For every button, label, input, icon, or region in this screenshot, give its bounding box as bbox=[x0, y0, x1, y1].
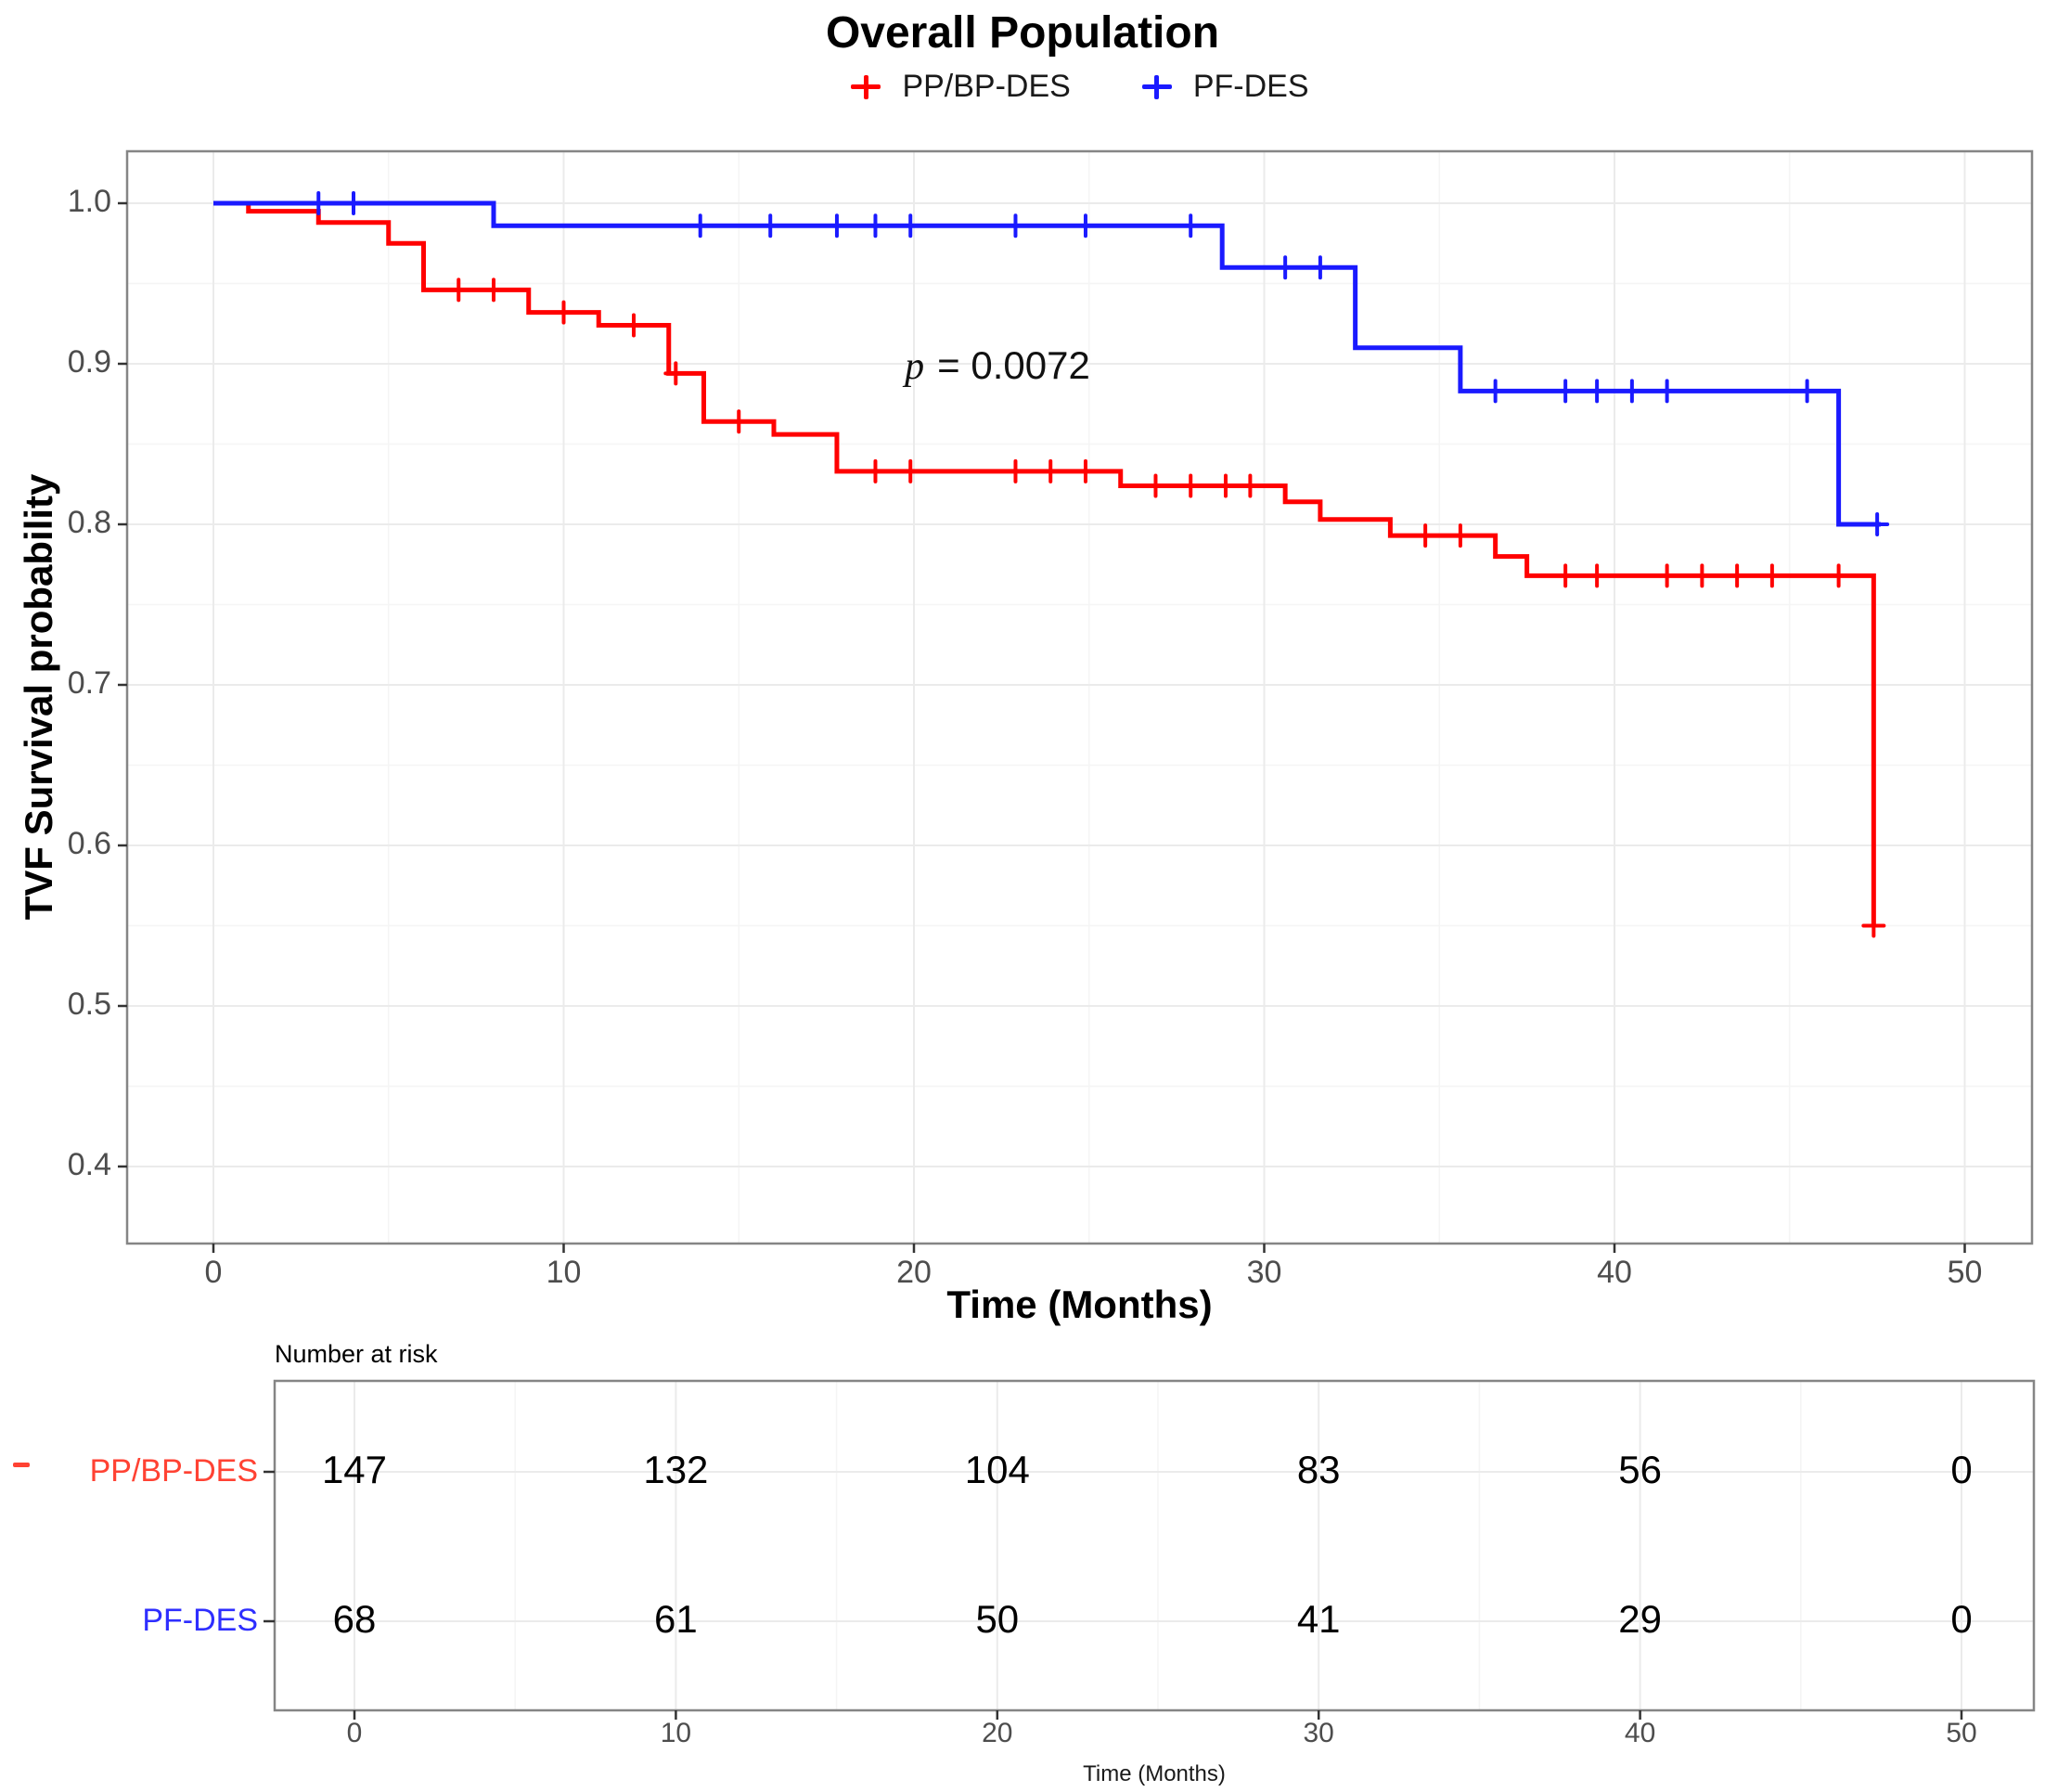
x-tick-label: 20 bbox=[896, 1255, 932, 1290]
risk-count: 132 bbox=[643, 1448, 709, 1491]
plus-marker-icon bbox=[1141, 71, 1173, 103]
y-tick-label: 0.7 bbox=[67, 665, 111, 701]
legend-item-pf-des: PF-DES bbox=[1141, 69, 1309, 105]
risk-count: 29 bbox=[1618, 1597, 1662, 1641]
risk-count: 41 bbox=[1296, 1597, 1341, 1641]
y-tick-label: 0.6 bbox=[67, 826, 111, 861]
page-title: Overall Population bbox=[825, 8, 1220, 58]
risk-x-tick-label: 10 bbox=[660, 1718, 692, 1748]
risk-count: 83 bbox=[1296, 1448, 1341, 1491]
risk-count: 104 bbox=[964, 1448, 1030, 1491]
risk-count: 147 bbox=[321, 1448, 388, 1491]
x-tick-label: 30 bbox=[1246, 1255, 1282, 1290]
risk-count: 50 bbox=[975, 1597, 1020, 1641]
risk-x-tick-label: 40 bbox=[1624, 1718, 1656, 1748]
risk-row-label-ppbp-des: PP/BP-DES bbox=[89, 1453, 258, 1489]
p-symbol: p bbox=[905, 345, 925, 388]
y-tick-label: 0.9 bbox=[67, 344, 111, 380]
risk-count: 0 bbox=[1950, 1597, 1973, 1641]
y-tick-label: 1.0 bbox=[67, 184, 111, 219]
risk-x-tick-label: 0 bbox=[346, 1718, 363, 1748]
risk-row-marker-fragment bbox=[13, 1463, 30, 1467]
x-tick-label: 40 bbox=[1597, 1255, 1632, 1290]
legend-item-ppbp-des: PP/BP-DES bbox=[850, 69, 1071, 105]
x-tick-label: 50 bbox=[1947, 1255, 1983, 1290]
x-tick-label: 0 bbox=[204, 1255, 223, 1290]
risk-count: 61 bbox=[654, 1597, 698, 1641]
plus-marker-icon bbox=[850, 71, 881, 103]
legend-label: PP/BP-DES bbox=[902, 69, 1071, 104]
legend: PP/BP-DES PF-DES bbox=[127, 69, 2032, 105]
risk-x-tick-label: 50 bbox=[1946, 1718, 1977, 1748]
risk-table-title: Number at risk bbox=[275, 1340, 438, 1368]
x-axis-title: Time (Months) bbox=[946, 1283, 1213, 1326]
legend-label: PF-DES bbox=[1192, 69, 1309, 104]
risk-count: 0 bbox=[1950, 1448, 1973, 1491]
y-tick-label: 0.5 bbox=[67, 986, 111, 1022]
p-value-text: = 0.0072 bbox=[937, 343, 1090, 387]
risk-table-x-title: Time (Months) bbox=[1083, 1761, 1226, 1786]
risk-count: 56 bbox=[1618, 1448, 1662, 1491]
y-tick-label: 0.8 bbox=[67, 505, 111, 540]
risk-x-tick-label: 30 bbox=[1303, 1718, 1334, 1748]
risk-x-tick-label: 20 bbox=[982, 1718, 1013, 1748]
risk-row-label-pf-des: PF-DES bbox=[142, 1603, 258, 1638]
p-value-annotation: p = 0.0072 bbox=[798, 343, 1197, 389]
y-tick-label: 0.4 bbox=[67, 1147, 111, 1182]
x-tick-label: 10 bbox=[546, 1255, 582, 1290]
risk-count: 68 bbox=[332, 1597, 377, 1641]
